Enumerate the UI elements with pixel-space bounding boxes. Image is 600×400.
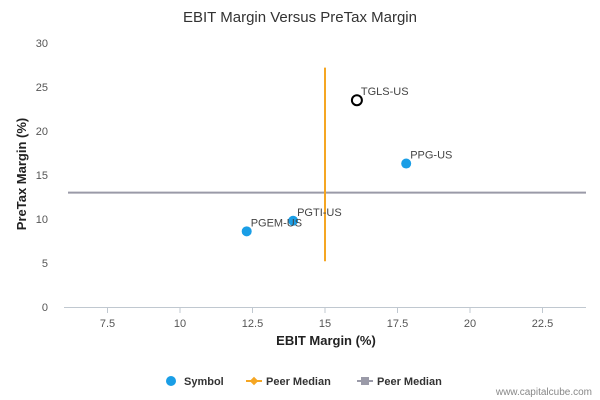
watermark: www.capitalcube.com [495, 387, 592, 398]
legend-item[interactable]: Peer Median [246, 376, 331, 388]
x-tick-label: 22.5 [532, 318, 553, 330]
legend-symbol-icon [166, 376, 176, 386]
x-tick-label: 12.5 [242, 318, 263, 330]
y-tick-label: 30 [36, 38, 48, 50]
y-tick-label: 0 [42, 302, 48, 314]
x-tick-label: 17.5 [387, 318, 408, 330]
legend: Symbol Peer Median Peer Median [166, 376, 442, 388]
data-point-label: PPG-US [410, 150, 452, 162]
data-point[interactable] [241, 226, 252, 237]
legend-item[interactable]: Symbol [166, 376, 224, 388]
y-tick-label: 15 [36, 170, 48, 182]
legend-label: Peer Median [266, 376, 331, 388]
y-tick-label: 10 [36, 214, 48, 226]
y-tick-label: 5 [42, 258, 48, 270]
x-tick-label: 7.5 [100, 318, 115, 330]
legend-square-icon [361, 377, 369, 385]
x-axis-title: EBIT Margin (%) [276, 333, 376, 348]
y-axis-title: PreTax Margin (%) [14, 118, 29, 230]
y-tick-label: 20 [36, 126, 48, 138]
data-point[interactable] [288, 215, 299, 226]
data-point[interactable] [401, 158, 412, 169]
data-point-label: PGEM-US [251, 217, 302, 229]
legend-item[interactable]: Peer Median [357, 376, 442, 388]
y-tick-label: 25 [36, 82, 48, 94]
legend-label: Peer Median [377, 376, 442, 388]
legend-diamond-icon [249, 376, 259, 386]
x-tick-label: 15 [319, 318, 331, 330]
x-tick-label: 20 [464, 318, 476, 330]
data-point-label: TGLS-US [361, 86, 409, 98]
data-point-highlight[interactable] [350, 94, 363, 107]
chart-title: EBIT Margin Versus PreTax Margin [183, 9, 417, 26]
legend-label: Symbol [184, 376, 224, 388]
x-tick-label: 10 [174, 318, 186, 330]
data-point-label: PGTI-US [297, 207, 342, 219]
